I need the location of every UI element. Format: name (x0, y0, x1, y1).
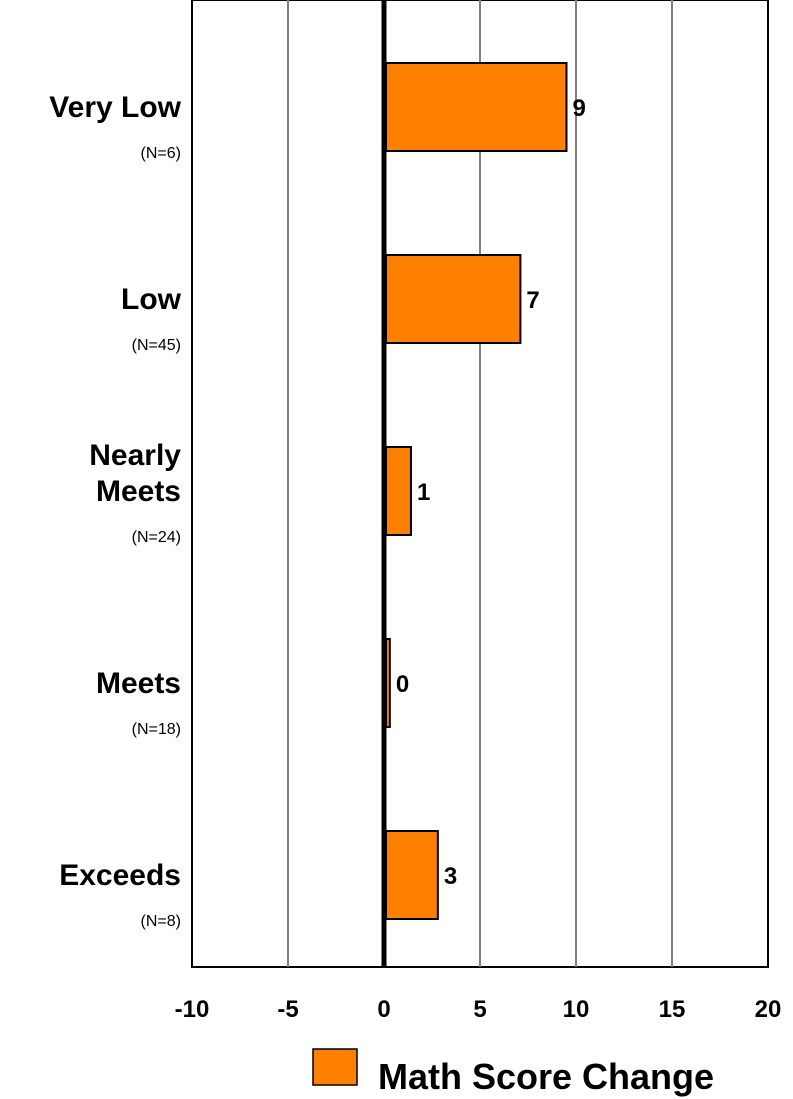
category-label: Nearly (89, 439, 181, 472)
category-labels: Very Low(N=6)Low(N=45)NearlyMeets(N=24)M… (49, 91, 181, 930)
x-tick-label: 0 (377, 996, 390, 1023)
data-label: 1 (417, 479, 430, 506)
x-tick-label: 5 (473, 996, 486, 1023)
data-label: 9 (572, 95, 585, 122)
category-label: Meets (96, 475, 181, 508)
category-label: Low (121, 283, 182, 316)
category-count: (N=18) (132, 721, 181, 738)
x-tick-label: 10 (563, 996, 590, 1023)
bar (385, 638, 391, 728)
category-count: (N=24) (132, 529, 181, 546)
category-label: Very Low (49, 91, 181, 124)
x-axis-tick-labels: -10 -5 0 5 10 15 20 (175, 996, 782, 1023)
x-tick-label: 20 (755, 996, 782, 1023)
x-tick-label: -10 (175, 996, 210, 1023)
data-label: 0 (396, 671, 409, 698)
x-tick-label: 15 (659, 996, 686, 1023)
legend: Math Score Change (312, 1048, 714, 1097)
category-label: Exceeds (59, 859, 181, 892)
x-tick-label: -5 (277, 996, 298, 1023)
legend-label: Math Score Change (378, 1056, 714, 1097)
bar (385, 62, 568, 152)
legend-swatch (312, 1048, 358, 1086)
category-count: (N=6) (141, 145, 181, 162)
category-count: (N=45) (132, 337, 181, 354)
bar (385, 254, 522, 344)
category-label: Meets (96, 667, 181, 700)
data-label: 3 (444, 863, 457, 890)
bar (385, 830, 439, 920)
data-label: 7 (526, 287, 539, 314)
grid-lines (287, 0, 673, 967)
category-count: (N=8) (141, 913, 181, 930)
bar (385, 446, 412, 536)
data-labels: 9 7 1 0 3 (396, 95, 586, 890)
